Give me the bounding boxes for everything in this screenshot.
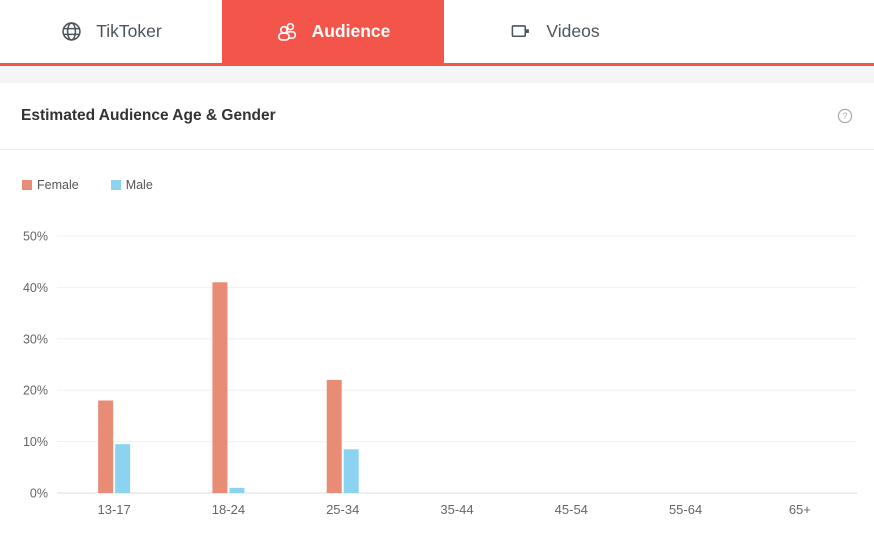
globe-icon [60,20,83,43]
panel-title: Estimated Audience Age & Gender [21,107,276,124]
legend-label: Female [37,178,79,192]
tab-videos[interactable]: Videos [444,0,666,63]
video-camera-icon [510,20,533,43]
svg-text:40%: 40% [23,281,48,295]
tab-label: TikToker [96,21,162,41]
section-divider-strip [0,66,874,83]
chart-legend: Female Male [22,178,874,192]
panel-header: Estimated Audience Age & Gender ? [0,83,874,150]
legend-item-male[interactable]: Male [110,178,153,192]
svg-text:13-17: 13-17 [98,502,131,517]
bar-chart-svg: 0% 10% 20% 30% 40% 50% 13-17 18-24 25-34 35-44 45-… [23,230,857,517]
male-swatch [110,180,121,190]
svg-text:50%: 50% [23,230,48,244]
svg-text:55-64: 55-64 [669,502,702,517]
tab-bar: TikToker Audience Videos [0,0,874,66]
legend-label: Male [125,178,153,192]
question-circle-icon[interactable]: ? [837,108,853,124]
tab-tiktoker[interactable]: TikToker [0,0,222,63]
audience-panel: Estimated Audience Age & Gender ? Female… [0,83,874,537]
svg-text:45-54: 45-54 [555,502,588,517]
svg-text:35-44: 35-44 [440,502,473,517]
svg-text:10%: 10% [23,435,48,449]
legend-item-female[interactable]: Female [22,178,79,192]
people-icon [276,20,299,43]
svg-text:65+: 65+ [789,502,811,517]
tab-label: Videos [546,21,600,41]
svg-text:30%: 30% [23,332,48,346]
tab-label: Audience [311,21,391,41]
female-swatch [22,180,32,190]
tab-audience[interactable]: Audience [222,0,444,63]
age-gender-chart: 0% 10% 20% 30% 40% 50% 13-17 18-24 25-34 35-44 45-… [0,192,874,537]
svg-text:25-34: 25-34 [326,502,359,517]
svg-text:18-24: 18-24 [212,502,245,517]
svg-text:0%: 0% [30,487,48,501]
svg-text:?: ? [842,111,847,121]
svg-text:20%: 20% [23,384,48,398]
